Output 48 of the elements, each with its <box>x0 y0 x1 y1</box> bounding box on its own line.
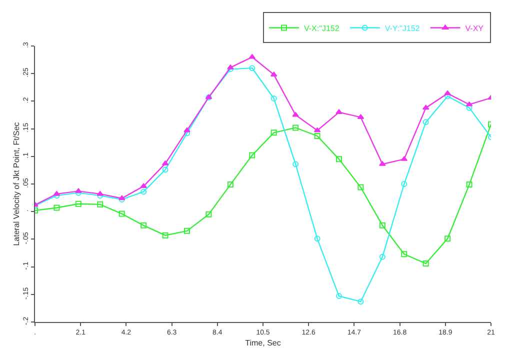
point <box>292 112 299 117</box>
point <box>140 222 147 228</box>
point <box>336 293 342 300</box>
point <box>422 119 429 126</box>
point <box>466 182 472 188</box>
point <box>75 200 82 207</box>
point <box>162 166 168 173</box>
point <box>140 188 147 195</box>
point <box>249 152 256 158</box>
point <box>206 211 212 218</box>
point <box>54 204 60 211</box>
point <box>422 104 430 110</box>
point <box>249 65 256 72</box>
point <box>422 260 429 266</box>
point <box>444 236 451 242</box>
point <box>75 188 82 193</box>
point <box>270 130 277 136</box>
point <box>314 236 320 242</box>
legend-label: V-Y:"J152 <box>384 24 420 33</box>
point <box>314 127 321 132</box>
point <box>184 127 190 132</box>
point <box>292 124 299 131</box>
point <box>401 181 408 187</box>
point <box>379 161 386 166</box>
point <box>140 183 147 188</box>
point <box>379 254 386 260</box>
point <box>270 95 277 102</box>
point <box>358 184 364 190</box>
point <box>53 190 60 196</box>
point <box>227 182 234 188</box>
legend-label: V-X:"J152 <box>304 24 340 33</box>
point <box>314 132 320 139</box>
point <box>184 228 190 234</box>
point <box>227 64 234 70</box>
point <box>358 298 364 305</box>
point <box>162 232 168 238</box>
point <box>336 109 342 114</box>
point <box>97 201 104 208</box>
point <box>379 222 386 228</box>
x-axis-title: Time, Sec <box>245 338 281 348</box>
point <box>401 251 408 258</box>
point <box>118 210 125 217</box>
point <box>292 161 299 168</box>
y-axis-title: Lateral Velocity of Jkt Point, Ft/Sec <box>12 122 21 246</box>
point <box>444 90 451 96</box>
point <box>96 190 104 196</box>
legend-label: V-XY <box>465 24 484 33</box>
point <box>336 156 342 162</box>
